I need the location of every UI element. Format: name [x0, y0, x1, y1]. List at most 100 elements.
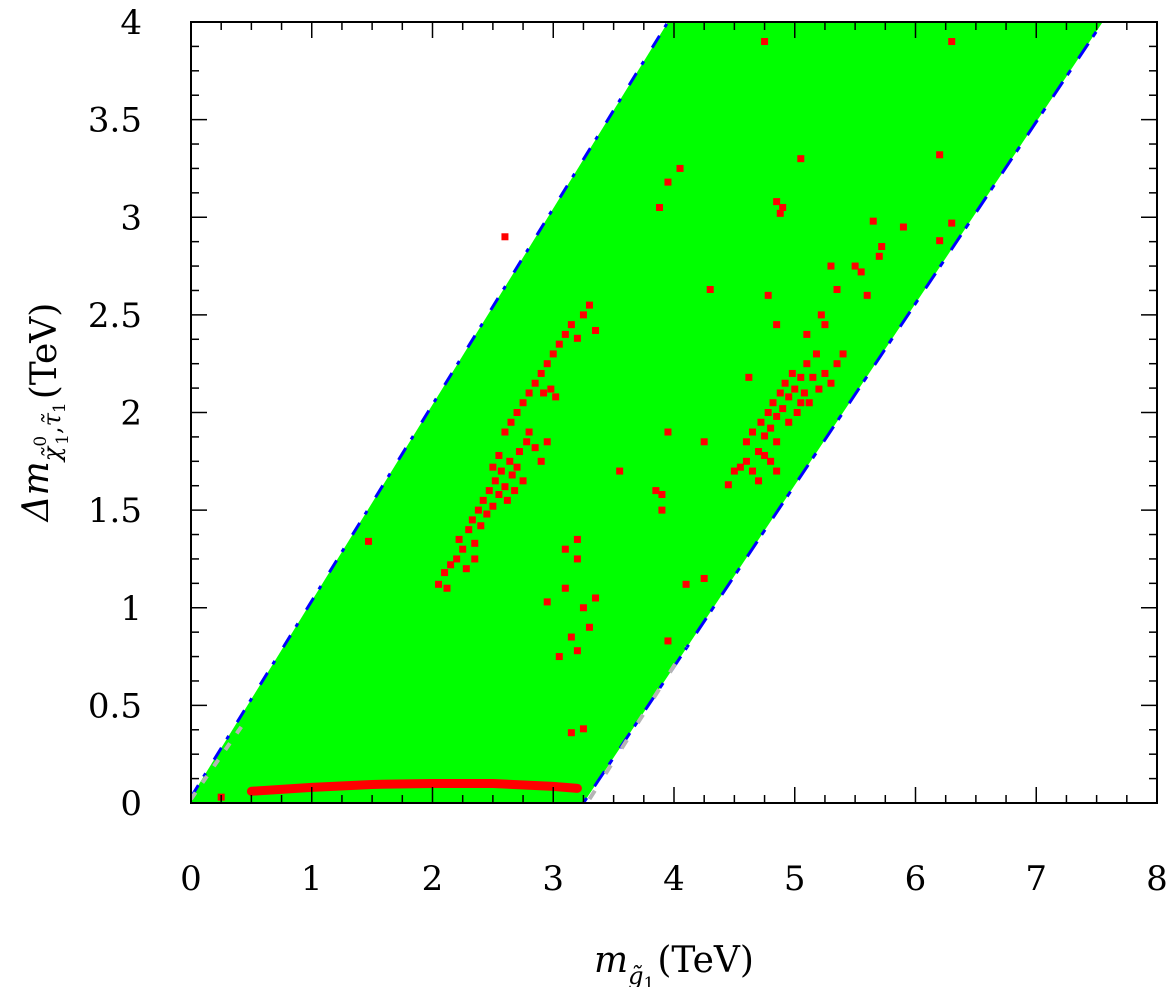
red-point [773, 412, 781, 420]
y-tick-label: 3.5 [88, 101, 142, 141]
axis-ticks [190, 21, 1158, 804]
red-point [742, 457, 750, 465]
red-point [948, 38, 956, 46]
red-point [616, 467, 624, 475]
red-point [540, 389, 548, 397]
red-point [779, 203, 787, 211]
x-tick-label: 7 [1025, 859, 1047, 899]
red-point [455, 535, 463, 543]
red-point [652, 487, 660, 495]
red-point [700, 574, 708, 582]
x-tick-label: 0 [180, 859, 202, 899]
red-point [513, 463, 521, 471]
red-point [948, 219, 956, 227]
red-point [573, 647, 581, 655]
red-point [821, 369, 829, 377]
red-point [497, 467, 505, 475]
red-point [800, 389, 808, 397]
red-point [543, 598, 551, 606]
green-allowed-region [191, 22, 1103, 803]
red-point [573, 334, 581, 342]
y-tick-label: 0.5 [88, 686, 142, 726]
y-tick-label: 0 [120, 784, 142, 824]
red-point [724, 481, 732, 489]
red-point [779, 405, 787, 413]
red-point [443, 584, 451, 592]
red-point [531, 379, 539, 387]
red-point [515, 448, 523, 456]
red-point [525, 389, 533, 397]
red-point [485, 487, 493, 495]
red-point [767, 457, 775, 465]
red-point [745, 373, 753, 381]
red-point [857, 268, 865, 276]
red-point [664, 428, 672, 436]
red-point [803, 360, 811, 368]
red-point [773, 438, 781, 446]
red-point [567, 633, 575, 641]
gray-edge-lower-left [191, 719, 247, 801]
red-point [748, 428, 756, 436]
red-point [781, 379, 789, 387]
x-axis-label: mg̃1(TeV) [594, 940, 754, 987]
red-point [503, 496, 511, 504]
red-point [495, 491, 503, 499]
x-tick-label: 2 [422, 859, 444, 899]
red-point [682, 580, 690, 588]
red-point [468, 516, 476, 524]
red-point [809, 373, 817, 381]
red-point [797, 155, 805, 163]
red-point [833, 360, 841, 368]
red-point [755, 448, 763, 456]
red-point [833, 285, 841, 293]
red-point [767, 424, 775, 432]
red-point [561, 330, 569, 338]
red-point [851, 262, 859, 270]
red-point [656, 203, 664, 211]
red-point [863, 291, 871, 299]
red-point [793, 409, 801, 416]
red-point [736, 463, 744, 471]
red-point [567, 321, 575, 329]
red-point [817, 311, 825, 319]
gray-edge-lower-right [587, 645, 688, 801]
red-point [839, 350, 847, 358]
x-tick-label: 1 [301, 859, 323, 899]
red-point [936, 151, 944, 159]
red-point [519, 399, 527, 407]
red-point [537, 457, 545, 465]
red-point [543, 438, 551, 446]
red-point [761, 451, 769, 459]
x-tick-label: 3 [542, 859, 564, 899]
red-point [555, 340, 563, 348]
red-point [875, 252, 883, 260]
red-point [706, 285, 714, 293]
red-point [585, 623, 593, 631]
x-tick-label: 8 [1146, 859, 1168, 899]
red-point [821, 321, 829, 329]
red-point [441, 569, 449, 577]
red-point [573, 555, 581, 563]
red-point [435, 580, 443, 588]
red-point [776, 209, 784, 217]
red-point [791, 385, 799, 393]
red-point [543, 360, 551, 368]
red-point [742, 438, 750, 446]
red-point [495, 451, 503, 459]
red-point [483, 510, 491, 518]
blue-edge-left [191, 22, 670, 798]
red-point [764, 409, 772, 416]
red-point [827, 262, 835, 270]
red-point [592, 594, 600, 602]
red-point [507, 418, 515, 426]
y-tick-label: 1.5 [88, 491, 142, 531]
red-point [658, 506, 666, 514]
red-point [501, 428, 509, 436]
red-point [474, 506, 482, 514]
red-point [465, 526, 473, 534]
red-point [815, 385, 823, 393]
y-tick-label: 2.5 [88, 296, 142, 336]
red-point [805, 399, 813, 407]
red-point [513, 409, 521, 416]
